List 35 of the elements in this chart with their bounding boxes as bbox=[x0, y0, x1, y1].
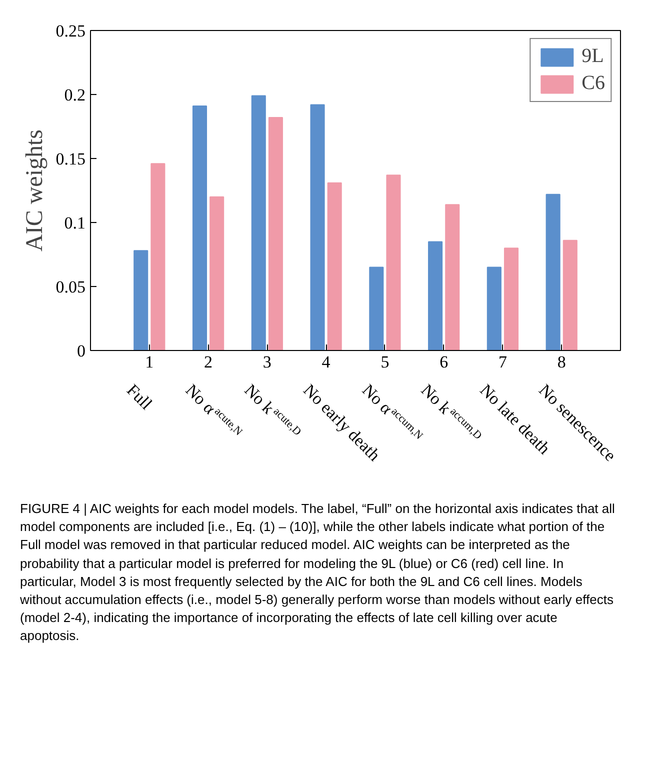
bar bbox=[486, 266, 502, 350]
bar bbox=[386, 174, 401, 350]
x-tick-label: 8 bbox=[557, 352, 566, 372]
bar bbox=[562, 240, 578, 350]
bar bbox=[504, 248, 519, 350]
y-tick-label: 0.2 bbox=[64, 86, 86, 104]
y-axis-title: AIC weights bbox=[22, 129, 48, 252]
bar bbox=[268, 117, 283, 350]
x-tick-label: 3 bbox=[262, 352, 272, 372]
legend-label: 9L bbox=[582, 45, 604, 68]
text: Full bbox=[123, 380, 156, 414]
bar bbox=[310, 104, 325, 350]
bar bbox=[134, 250, 148, 350]
x-tick-label: 4 bbox=[322, 352, 331, 372]
x-tick-label: 7 bbox=[498, 352, 508, 372]
legend-label: C6 bbox=[582, 72, 605, 95]
y-tick-label: 0 bbox=[77, 342, 86, 360]
bar bbox=[428, 241, 443, 350]
bar bbox=[150, 163, 166, 350]
bar bbox=[251, 95, 266, 350]
bar bbox=[445, 204, 460, 350]
bar bbox=[546, 194, 560, 350]
bar bbox=[210, 196, 224, 350]
x-tick-label: 1 bbox=[145, 352, 154, 372]
caption: FIGURE 4 | AIC weights for each model models. The label, “Full” on the horizontal axis indicates that all model components are included [i.e., Eq. (1) – (10)], while the other labels indicate what portion of the Full model was removed in that particular reduced model. AIC weights can be interpreted as the probability that a particular model is preferred for modeling the 9L (blue) or C6 (red) cell line. In particular, Model 3 is most frequently selected by the AIC for both the 9L and C6 cell lines. Models without accumulation effects (i.e., model 5-8) generally perform worse than models without early effects (model 2-4), indicating the importance of incorporating the effects of late cell killing over acute apoptosis. bbox=[20, 500, 616, 646]
bar bbox=[369, 266, 384, 350]
bar bbox=[327, 182, 342, 350]
x-tick-label: 6 bbox=[440, 352, 448, 372]
y-tick-label: 0.15 bbox=[56, 150, 86, 168]
y-tick-label: 0.1 bbox=[64, 214, 86, 232]
bar bbox=[192, 106, 208, 350]
y-tick-label: 0.25 bbox=[56, 22, 86, 40]
x-tick-label: 5 bbox=[380, 352, 390, 372]
y-tick-label: 0.05 bbox=[56, 278, 86, 296]
x-tick-label: 2 bbox=[204, 352, 213, 372]
